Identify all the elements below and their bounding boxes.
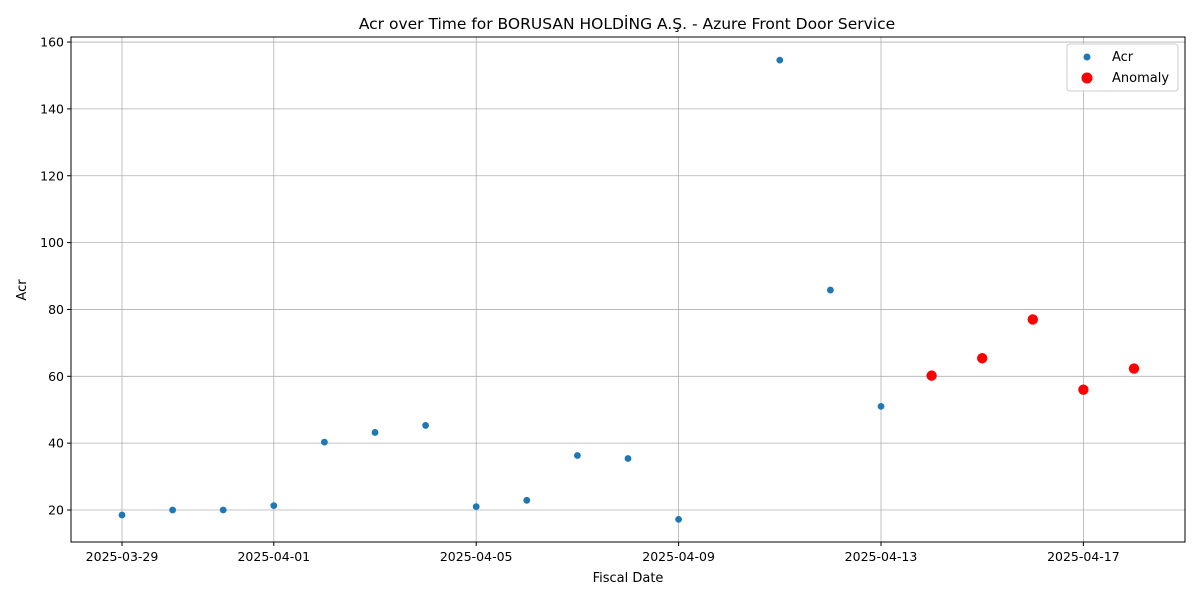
acr-point [321,438,328,446]
chart-title: Acr over Time for BORUSAN HOLDİNG A.Ş. -… [359,14,895,33]
acr-point [169,506,177,514]
legend-acr-label: Acr [1112,50,1134,65]
x-tick-label: 2025-03-29 [86,549,159,564]
legend-anomaly-marker [1081,72,1093,84]
x-axis-label: Fiscal Date [593,571,664,586]
legend-anomaly-label: Anomaly [1112,71,1169,86]
x-tick-label: 2025-04-09 [642,549,715,564]
y-tick-label: 20 [48,503,64,518]
acr-point [877,402,885,410]
y-axis-label: Acr [15,279,30,301]
legend-acr-marker [1083,53,1091,61]
acr-point [270,502,278,510]
acr-point [523,496,531,504]
x-tick-label: 2025-04-05 [440,549,513,564]
plot-frame [70,36,1186,543]
x-tick-label: 2025-04-17 [1047,549,1120,564]
acr-point [624,455,632,462]
acr-point [219,506,227,514]
acr-point [675,515,682,523]
y-tick-label: 100 [40,235,64,250]
x-axis: 2025-03-29 2025-04-01 2025-04-05 2025-04-09… [86,542,1120,564]
anomaly-point [1128,363,1140,374]
grid-lines [71,37,1185,542]
acr-point [118,511,126,519]
y-tick-label: 40 [48,436,64,451]
y-tick-label: 80 [48,302,64,317]
acr-point [574,452,581,459]
data-points [118,56,1140,523]
y-axis: 20 40 60 80 100 120 140 160 [40,35,71,518]
acr-point [472,503,480,511]
acr-point [827,286,834,294]
legend: Acr Anomaly [1066,43,1179,92]
anomaly-point [926,370,937,381]
acr-point [371,429,379,436]
legend-frame [1066,43,1179,92]
x-tick-label: 2025-04-01 [237,549,310,564]
acr-point [422,422,429,429]
y-tick-label: 60 [48,369,64,384]
anomaly-point [1078,384,1089,395]
acr-point [776,56,784,64]
anomaly-point [977,353,988,364]
y-tick-label: 120 [40,168,64,183]
y-tick-label: 160 [40,35,64,50]
y-tick-label: 140 [40,101,64,116]
x-tick-label: 2025-04-13 [845,549,918,564]
anomaly-point [1027,314,1039,325]
